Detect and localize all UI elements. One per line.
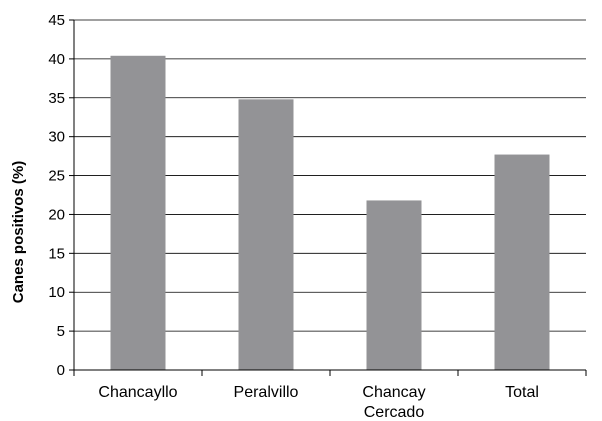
x-tick-label: Chancayllo xyxy=(98,384,177,401)
bar xyxy=(366,200,422,370)
y-tick-label: 0 xyxy=(57,362,65,379)
bars xyxy=(110,55,550,371)
bar xyxy=(494,154,550,370)
y-tick-label: 40 xyxy=(48,51,65,68)
y-axis-title: Canes positivos (%) xyxy=(10,161,27,304)
x-tick-label: Total xyxy=(505,384,539,401)
y-tick-label: 45 xyxy=(48,12,65,29)
y-tick-label: 10 xyxy=(48,284,65,301)
x-tick-label: Chancay Cercado xyxy=(362,384,425,421)
y-tick-label: 5 xyxy=(57,323,65,340)
y-tick-label: 15 xyxy=(48,245,65,262)
y-tick-label: 30 xyxy=(48,129,65,146)
y-tick-label: 20 xyxy=(48,206,65,223)
bar xyxy=(110,55,166,371)
y-tick-label: 25 xyxy=(48,168,65,185)
x-axis-ticks: Chancayllo Peralvillo Chancay Cercado Total xyxy=(73,370,587,421)
y-axis-ticks: 0 5 10 15 20 25 30 35 40 45 xyxy=(48,12,74,379)
bar xyxy=(238,99,294,370)
y-tick-label: 35 xyxy=(48,90,65,107)
x-tick-label: Peralvillo xyxy=(234,384,299,401)
